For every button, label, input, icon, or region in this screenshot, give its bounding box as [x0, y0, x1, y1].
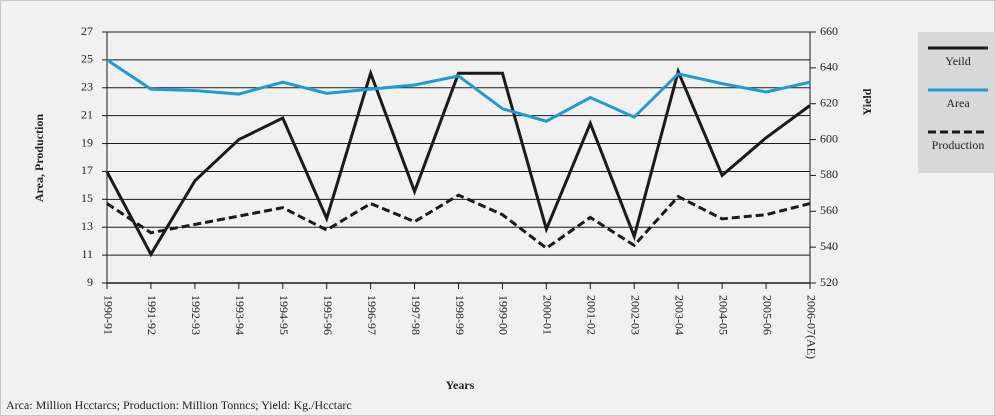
y-tick-label: 25 [81, 52, 93, 66]
x-tick-label: 1997-98 [409, 295, 423, 335]
y2-tick-label: 520 [820, 275, 838, 289]
x-tick-label: 1991-92 [145, 295, 159, 335]
x-tick-label: 2006-07(AE) [804, 295, 818, 359]
x-tick-label: 1994-95 [277, 295, 291, 335]
x-tick-label: 2005-06 [760, 295, 774, 335]
x-tick-label: 1992-93 [189, 295, 203, 335]
x-tick-label: 2001-02 [585, 295, 599, 335]
y-tick-label: 15 [81, 191, 93, 205]
x-tick-label: 1990-91 [101, 295, 115, 335]
x-tick-label: 1996-97 [365, 295, 379, 335]
legend-label: Yeild [945, 54, 970, 68]
x-tick-label: 2003-04 [672, 295, 686, 335]
y-tick-label: 19 [81, 135, 93, 149]
y-tick-label: 23 [81, 80, 93, 94]
y-tick-label: 9 [87, 275, 93, 289]
x-tick-label: 2002-03 [629, 295, 643, 335]
y2-axis-label: Yield [860, 88, 874, 115]
x-tick-label: 2004-05 [716, 295, 730, 335]
y-tick-label: 13 [81, 219, 93, 233]
y-axis-label: Area, Production [32, 114, 46, 203]
legend-box [918, 32, 995, 173]
y-tick-label: 21 [81, 107, 93, 121]
y-tick-label: 11 [81, 247, 93, 261]
y-tick-label: 27 [81, 24, 93, 38]
y2-tick-label: 640 [820, 60, 838, 74]
y2-tick-label: 560 [820, 203, 838, 217]
x-axis-label: Years [446, 378, 475, 392]
x-tick-label: 1998-99 [453, 295, 467, 335]
x-tick-label: 1995-96 [321, 295, 335, 335]
series-line [106, 58, 811, 123]
series-line [106, 193, 811, 250]
y2-tick-label: 540 [820, 239, 838, 253]
y-tick-label: 17 [81, 163, 93, 177]
series-line [105, 66, 811, 258]
x-tick-label: 1999-00 [497, 295, 511, 335]
y2-tick-label: 580 [820, 167, 838, 181]
y2-tick-label: 600 [820, 131, 838, 145]
x-tick-label: 1993-94 [233, 295, 247, 335]
legend-label: Production [932, 138, 985, 152]
x-tick-label: 2000-01 [541, 295, 555, 335]
legend-label: Area [946, 96, 970, 110]
y2-tick-label: 620 [820, 95, 838, 109]
footnote: Arca: Million Hcctarcs; Production: Mill… [6, 398, 352, 412]
y2-tick-label: 660 [820, 24, 838, 38]
